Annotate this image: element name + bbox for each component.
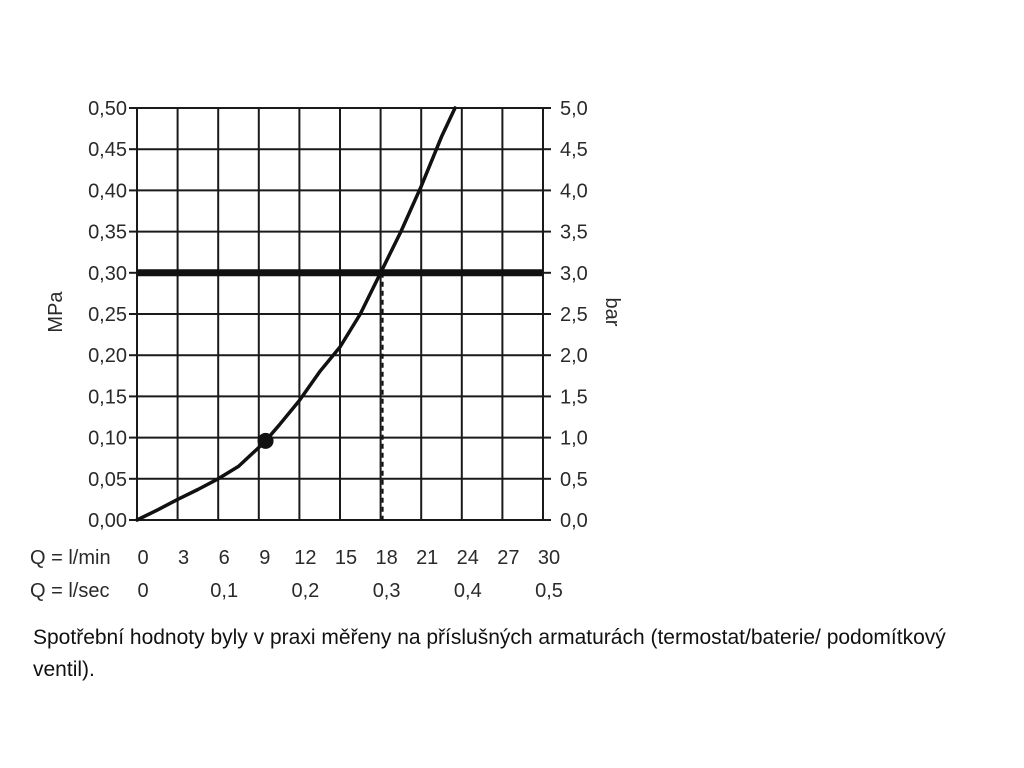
x-secondary-tick-labels: 0 0,1 0,2 0,3 0,4 0,5 — [137, 580, 562, 602]
left-y-tick-labels: 0,00 0,05 0,10 0,15 0,20 0,25 0,30 0,35 0,40 0,45… — [88, 98, 127, 532]
y-right-tick-label: 4,0 — [560, 180, 588, 202]
y-right-tick-label: 5,0 — [560, 98, 588, 120]
y-right-axis-label: bar — [601, 298, 623, 327]
x-secondary-tick-label: 0,5 — [535, 580, 563, 602]
x-secondary-tick-label: 0,1 — [210, 580, 238, 602]
y-left-tick-label: 0,35 — [88, 222, 127, 244]
x-secondary-tick-label: 0,3 — [373, 580, 401, 602]
y-left-tick-label: 0,40 — [88, 180, 127, 202]
x-primary-tick-label: 9 — [259, 547, 270, 569]
y-right-tick-label: 3,0 — [560, 263, 588, 285]
y-left-tick-label: 0,20 — [88, 345, 127, 367]
x-secondary-tick-label: 0 — [137, 580, 148, 602]
x-primary-tick-label: 18 — [375, 547, 397, 569]
x-secondary-tick-label: 0,4 — [454, 580, 482, 602]
x-primary-tick-label: 12 — [294, 547, 316, 569]
y-left-tick-label: 0,00 — [88, 510, 127, 532]
y-left-tick-label: 0,45 — [88, 139, 127, 161]
x-primary-axis-label: Q = l/min — [30, 547, 111, 569]
y-right-tick-label: 1,5 — [560, 386, 588, 408]
x-primary-tick-label: 30 — [538, 547, 560, 569]
x-primary-tick-label: 15 — [335, 547, 357, 569]
x-primary-tick-label: 0 — [137, 547, 148, 569]
x-primary-tick-label: 3 — [178, 547, 189, 569]
x-primary-tick-label: 24 — [457, 547, 479, 569]
y-left-tick-label: 0,05 — [88, 469, 127, 491]
y-left-tick-label: 0,10 — [88, 428, 127, 450]
y-right-tick-label: 2,0 — [560, 345, 588, 367]
x-primary-tick-label: 27 — [497, 547, 519, 569]
y-left-tick-label: 0,25 — [88, 304, 127, 326]
caption-text: Spotřební hodnoty byly v praxi měřeny na… — [33, 626, 946, 681]
y-right-tick-label: 2,5 — [560, 304, 588, 326]
y-right-tick-label: 3,5 — [560, 222, 588, 244]
y-right-tick-label: 4,5 — [560, 139, 588, 161]
x-primary-tick-labels: 0 3 6 9 12 15 18 21 24 27 30 — [137, 547, 560, 569]
x-secondary-tick-label: 0,2 — [291, 580, 319, 602]
right-y-tick-labels: 0,0 0,5 1,0 1,5 2,0 2,5 3,0 3,5 4,0 4,5 5,0 — [560, 98, 588, 532]
y-right-tick-label: 0,0 — [560, 510, 588, 532]
y-right-tick-label: 0,5 — [560, 469, 588, 491]
series-line — [135, 106, 457, 522]
flow-pressure-chart: 0,000,050,100,150,200,250,300,350,400,45… — [30, 98, 623, 602]
y-left-tick-label: 0,50 — [88, 98, 127, 120]
y-right-tick-label: 1,0 — [560, 428, 588, 450]
series-layer — [135, 106, 543, 522]
y-left-axis-label: MPa — [45, 291, 67, 333]
chart-grid — [129, 107, 551, 521]
y-left-tick-label: 0,30 — [88, 263, 127, 285]
x-secondary-axis-label: Q = l/sec — [30, 580, 109, 602]
data-point-marker — [257, 432, 274, 449]
x-primary-tick-label: 21 — [416, 547, 438, 569]
x-primary-tick-label: 6 — [219, 547, 230, 569]
y-left-tick-label: 0,15 — [88, 386, 127, 408]
